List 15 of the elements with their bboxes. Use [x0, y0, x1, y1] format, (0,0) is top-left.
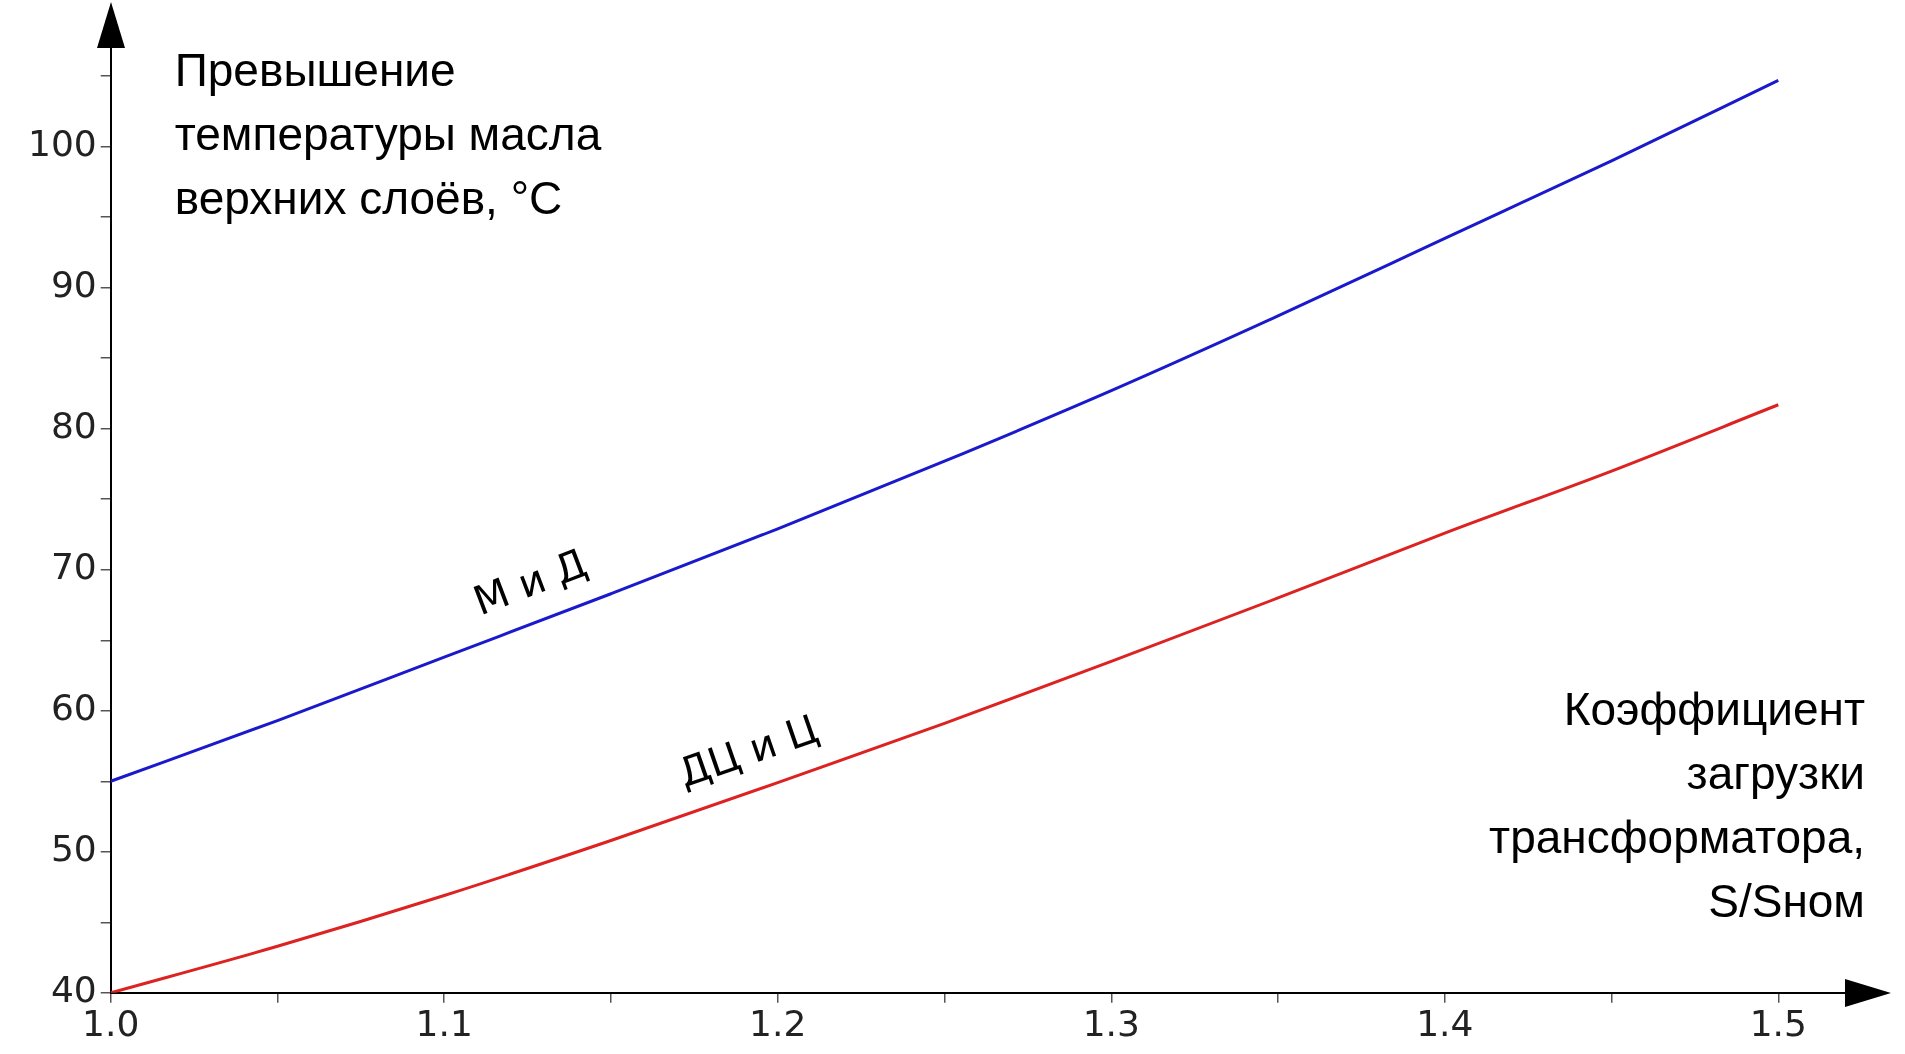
- y-axis-title: Превышение температуры масла верхних слоёв, °C: [174, 44, 602, 224]
- x-tick-label: 1.2: [749, 1002, 807, 1044]
- y-tick-label: 90: [50, 264, 97, 306]
- x-tick-label: 1.4: [1416, 1002, 1474, 1044]
- text: ДЦ и Ц: [672, 705, 824, 797]
- text: М и Д: [467, 539, 593, 625]
- y-tick-label: 70: [50, 546, 97, 588]
- x-axis-title: Коэффициент загрузки трансформатора, S/Sном: [1489, 683, 1865, 927]
- y-tick-label: 100: [27, 123, 97, 165]
- y-tick-label: 60: [50, 687, 97, 729]
- x-tick-label: 1.3: [1082, 1002, 1140, 1044]
- x-tick-label: 1.1: [415, 1002, 473, 1044]
- y-tick-label: 50: [50, 828, 97, 870]
- y-tick-label: 80: [50, 405, 97, 447]
- x-tick-label: 1.5: [1749, 1002, 1807, 1044]
